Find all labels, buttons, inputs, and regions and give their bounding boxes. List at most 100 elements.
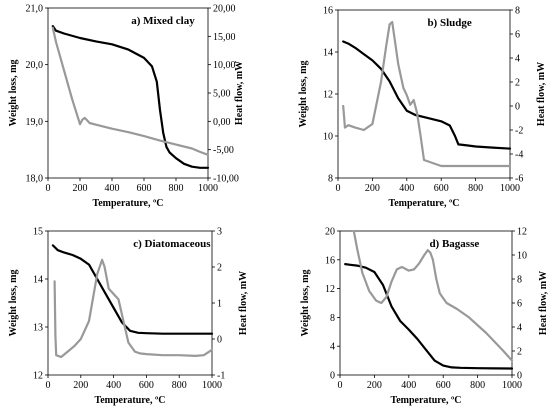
x-tick-label: 600	[436, 380, 451, 391]
y2-tick-label: 5,00	[213, 89, 231, 100]
y-tick-label: 16	[325, 255, 335, 266]
x-tick-label: 400	[399, 183, 414, 194]
x-tick-label: 600	[137, 183, 152, 194]
y-tick-label: 12	[325, 284, 335, 295]
y-axis-title: Weight loss, mg	[8, 270, 19, 337]
x-axis-title: Temperature, ºC	[94, 395, 165, 406]
panel-title: b) Sludge	[427, 17, 471, 29]
y2-tick-label: 0,00	[213, 117, 231, 128]
y2-tick-label: 1	[217, 299, 222, 310]
y-tick-label: 19,0	[26, 117, 44, 128]
y-tick-label: 14	[33, 275, 43, 286]
y-tick-label: 13	[33, 323, 43, 334]
x-tick-label: 0	[46, 380, 51, 391]
y2-tick-label: -2	[515, 126, 523, 137]
x-tick-label: 1000	[502, 380, 522, 391]
y-axis-title: Weight loss, mg	[300, 270, 311, 337]
heat-flow-line	[342, 20, 512, 168]
y2-tick-label: -4	[515, 150, 523, 161]
x-tick-label: 200	[73, 380, 88, 391]
y-tick-label: 12	[33, 371, 43, 382]
y2-tick-label: 20,00	[213, 4, 236, 15]
y-tick-label: 20	[325, 227, 335, 238]
y2-tick-label: 10	[517, 251, 527, 262]
y2-tick-label: 4	[517, 323, 522, 334]
y-tick-label: 20,0	[26, 60, 44, 71]
panel-title: c) Diatomaceous	[133, 238, 211, 250]
y2-tick-label: -1	[217, 371, 225, 382]
y-tick-label: 8	[328, 174, 333, 185]
y2-tick-label: 6	[517, 299, 522, 310]
y2-tick-label: 0	[217, 335, 222, 346]
y-axis-title: Weight loss, mg	[8, 60, 19, 127]
y2-axis-title: Heat flow, mW	[234, 61, 245, 125]
y2-tick-label: 2	[517, 347, 522, 358]
x-tick-label: 1000	[500, 183, 520, 194]
y-axis-title: Weight loss, mg	[298, 61, 309, 128]
weight-loss-line	[342, 40, 512, 150]
y-tick-label: 4	[330, 342, 335, 353]
y2-tick-label: -6	[515, 174, 523, 185]
y2-tick-label: 8	[515, 6, 520, 17]
x-tick-label: 600	[434, 183, 449, 194]
y-tick-label: 10	[323, 132, 333, 143]
y2-tick-label: 2	[515, 78, 520, 89]
x-tick-label: 200	[367, 380, 382, 391]
heat-flow-line	[51, 26, 210, 156]
heat-flow-line	[53, 258, 214, 359]
x-tick-label: 400	[401, 380, 416, 391]
y2-tick-label: 3	[217, 227, 222, 238]
chart-panel-1: 0 200 400 600 800 1000 18,0 19,0 20,0 21,0 -10,00 -…	[8, 4, 245, 210]
x-tick-label: 200	[73, 183, 88, 194]
x-tick-label: 1000	[202, 380, 222, 391]
y2-tick-label: 12	[517, 227, 527, 238]
y2-axis-title: Heat flow, mW	[536, 62, 547, 126]
x-tick-label: 800	[468, 183, 483, 194]
x-tick-label: 600	[139, 380, 154, 391]
y-tick-label: 0	[330, 371, 335, 382]
y2-tick-label: -10,00	[213, 174, 239, 185]
x-axis-title: Temperature, ºC	[388, 198, 459, 209]
y-tick-label: 8	[330, 313, 335, 324]
x-tick-label: 1000	[198, 183, 218, 194]
x-tick-label: 0	[46, 183, 51, 194]
y2-tick-label: 0	[517, 371, 522, 382]
y-tick-label: 21,0	[26, 4, 44, 15]
y2-tick-label: 0	[515, 102, 520, 113]
chart-panel-2: 0 200 400 600 800 1000 8 10 12 14 16 -6 -4 -2 0 2 4 6 8 b) …	[298, 6, 547, 210]
y-tick-label: 15	[33, 227, 43, 238]
x-tick-label: 800	[470, 380, 485, 391]
weight-loss-line	[51, 25, 210, 169]
y2-tick-label: -5,00	[213, 145, 234, 156]
weight-loss-line	[344, 263, 514, 370]
y2-tick-label: 10,00	[213, 60, 236, 71]
y2-tick-label: 2	[217, 263, 222, 274]
x-tick-label: 800	[172, 380, 187, 391]
x-tick-label: 0	[336, 183, 341, 194]
y2-tick-label: 15,00	[213, 32, 236, 43]
y-tick-label: 18,0	[26, 174, 44, 185]
panel-title: d) Bagasse	[429, 238, 479, 250]
y2-axis-title: Heat flow, mW	[238, 271, 249, 335]
x-tick-label: 0	[338, 380, 343, 391]
weight-loss-line	[51, 244, 214, 335]
y-tick-label: 16	[323, 6, 333, 17]
y-tick-label: 14	[323, 48, 333, 59]
y2-tick-label: 8	[517, 275, 522, 286]
x-tick-label: 400	[105, 183, 120, 194]
x-tick-label: 800	[169, 183, 184, 194]
y2-tick-label: 6	[515, 30, 520, 41]
y2-axis-title: Heat flow, mW	[538, 271, 549, 335]
heat-flow-line	[352, 229, 514, 362]
x-tick-label: 400	[106, 380, 121, 391]
y2-tick-label: 4	[515, 54, 520, 65]
panel-title: a) Mixed clay	[131, 15, 195, 27]
x-axis-title: Temperature, ºC	[92, 198, 163, 209]
x-axis-title: Temperature, ºC	[390, 395, 461, 406]
y-tick-label: 12	[323, 90, 333, 101]
x-tick-label: 200	[365, 183, 380, 194]
